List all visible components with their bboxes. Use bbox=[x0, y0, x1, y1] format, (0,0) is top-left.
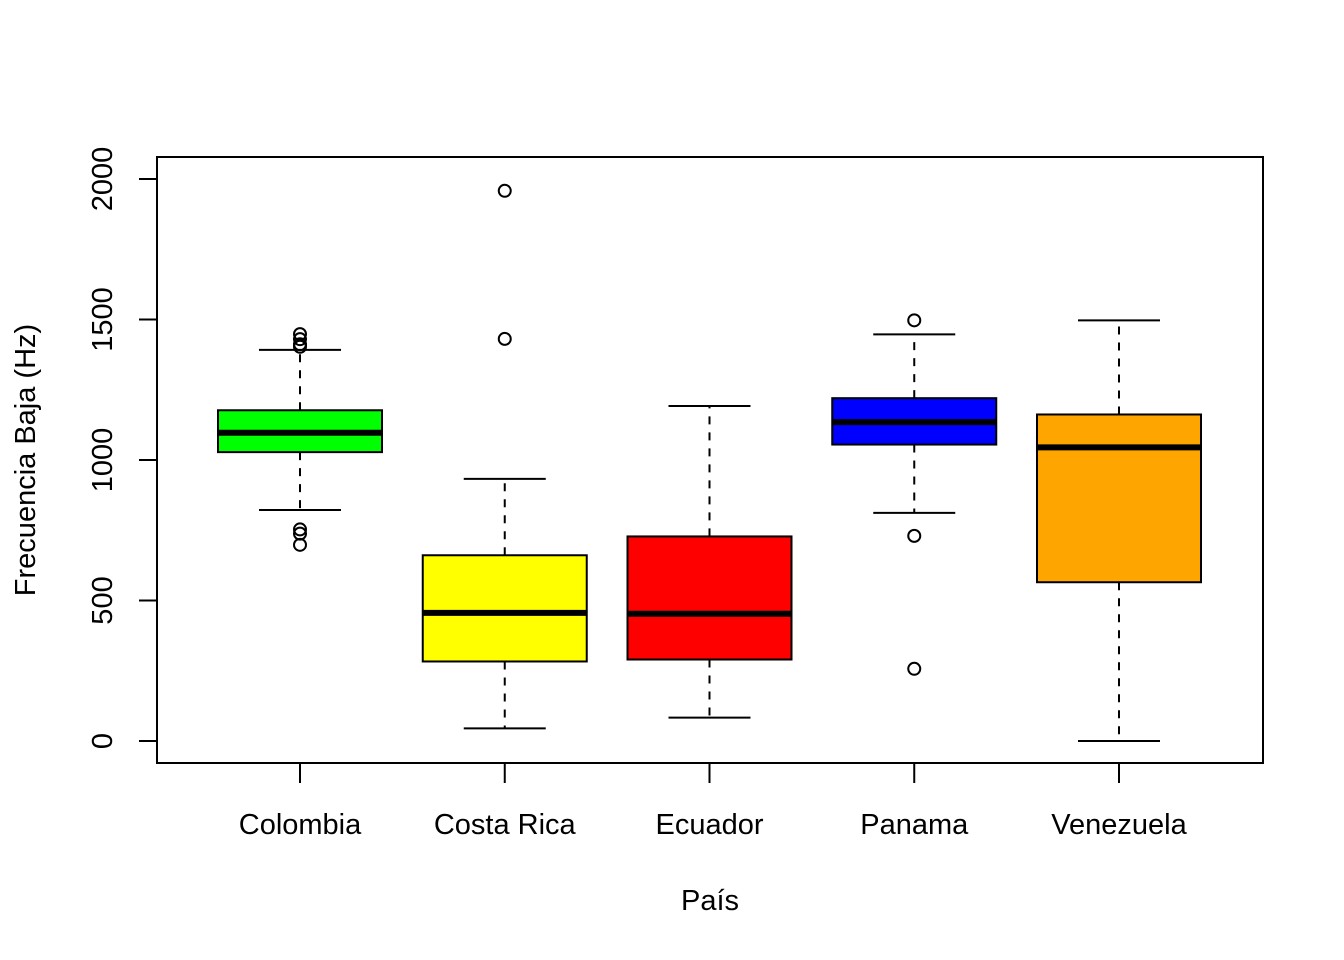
x-tick-label: Colombia bbox=[239, 809, 362, 841]
chart-marks bbox=[217, 183, 1202, 742]
x-axis-title: País bbox=[681, 885, 739, 917]
box bbox=[626, 535, 793, 661]
box bbox=[421, 554, 588, 663]
box bbox=[1036, 413, 1202, 584]
y-tick-label: 500 bbox=[87, 576, 119, 624]
x-tick-label: Costa Rica bbox=[434, 809, 577, 841]
outlier-point bbox=[497, 331, 512, 346]
outlier-point bbox=[293, 522, 307, 537]
outlier-point bbox=[907, 528, 922, 543]
y-tick-label: 0 bbox=[87, 733, 119, 749]
x-axis: Colombia Costa Rica Ecuador Panama Venezuela bbox=[239, 762, 1188, 841]
outlier-point bbox=[907, 661, 922, 676]
y-tick-label: 2000 bbox=[87, 147, 119, 212]
outlier-point bbox=[907, 313, 922, 328]
outlier-point bbox=[293, 339, 307, 354]
x-tick-label: Ecuador bbox=[655, 809, 763, 841]
box-group bbox=[217, 327, 383, 552]
y-axis-title: Frecuencia Baja (Hz) bbox=[10, 324, 42, 596]
y-axis: 0 500 1000 1500 2000 bbox=[87, 147, 158, 749]
box-group bbox=[626, 405, 793, 719]
box-group bbox=[421, 183, 588, 730]
outlier-point bbox=[497, 183, 512, 198]
outlier-point bbox=[293, 332, 307, 347]
x-tick-label: Panama bbox=[860, 809, 969, 841]
outlier-point bbox=[293, 537, 307, 552]
y-tick-label: 1000 bbox=[87, 428, 119, 493]
y-tick-label: 1500 bbox=[87, 287, 119, 352]
box-group bbox=[1036, 319, 1202, 742]
x-tick-label: Venezuela bbox=[1051, 809, 1187, 841]
box-group bbox=[831, 313, 998, 676]
